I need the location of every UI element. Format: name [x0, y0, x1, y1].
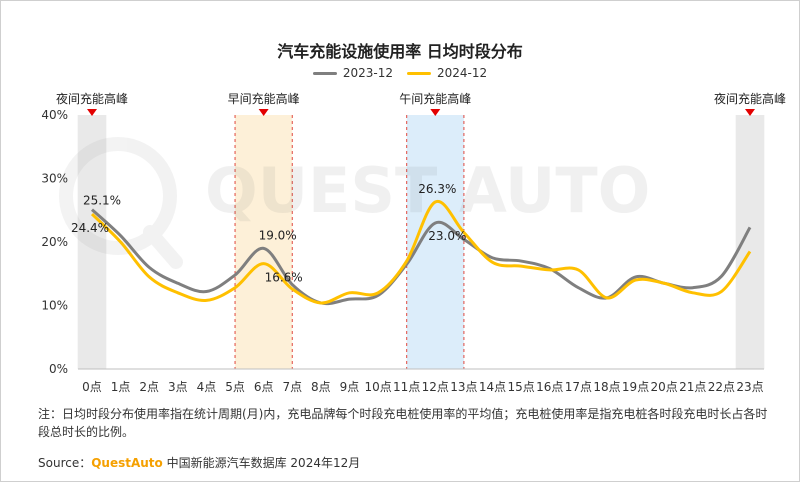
x-tick-label: 20点	[651, 380, 678, 394]
series-lines	[90, 200, 752, 306]
x-tick-label: 1点	[111, 380, 131, 394]
watermark: QUEST AUTO	[59, 137, 650, 269]
legend-label-2023: 2023-12	[342, 66, 393, 80]
x-tick-label: 19点	[622, 380, 649, 394]
x-tick-label: 12点	[422, 380, 449, 394]
data-label: 19.0%	[259, 228, 297, 242]
peak-band-label: 夜间充能高峰	[714, 91, 786, 106]
x-tick-label: 10点	[364, 380, 391, 394]
legend: 2023-12 2024-12	[0, 66, 800, 80]
data-label: 24.4%	[71, 221, 109, 235]
peak-marker-icon	[745, 109, 755, 116]
chart-title: 汽车充能设施使用率 日均时段分布	[277, 42, 523, 61]
legend-item-2024: 2024-12	[407, 66, 487, 80]
x-tick-label: 8点	[311, 380, 331, 394]
data-label: 25.1%	[83, 194, 121, 208]
peak-marker-icon	[430, 109, 441, 116]
peak-marker-icon	[258, 109, 269, 116]
legend-label-2024: 2024-12	[437, 66, 488, 80]
x-tick-label: 9点	[340, 380, 360, 394]
data-label: 23.0%	[428, 229, 466, 243]
peak-band-1	[235, 115, 293, 369]
source-brand: QuestAuto	[91, 456, 163, 470]
source-line: Source：QuestAuto 中国新能源汽车数据库 2024年12月	[38, 454, 360, 471]
legend-swatch-2023	[312, 71, 337, 75]
x-tick-label: 13点	[450, 380, 477, 394]
data-label: 26.3%	[418, 182, 456, 196]
legend-item-2023: 2023-12	[312, 66, 393, 80]
source-text: 中国新能源汽车数据库 2024年12月	[162, 456, 361, 470]
x-tick-label: 3点	[168, 380, 188, 394]
x-tick-label: 11点	[393, 380, 420, 394]
x-tick-label: 18点	[593, 380, 620, 394]
peak-band-label: 早间充能高峰	[228, 91, 300, 106]
series-line-2024-12	[90, 200, 752, 305]
peak-band-3	[735, 115, 765, 369]
series-line-2023-12	[90, 208, 752, 306]
peak-band-label: 夜间充能高峰	[56, 91, 128, 106]
x-tick-label: 4点	[197, 380, 217, 394]
y-tick-label: 0%	[49, 362, 68, 376]
data-labels: 25.1% 24.4% 19.0% 16.6% 26.3% 23.0%	[71, 182, 466, 285]
axes: 0% 10% 20% 30% 40% 0点 1点 2点 3点 4点 5点 6点 7点 8点 9点 10点 11点…	[41, 108, 764, 394]
x-tick-label: 6点	[254, 380, 274, 394]
y-tick-label: 40%	[41, 108, 68, 122]
peak-band-label: 午间充能高峰	[399, 91, 471, 106]
x-tick-label: 7点	[282, 380, 302, 394]
x-tick-label: 21点	[679, 380, 706, 394]
y-tick-label: 20%	[41, 235, 68, 249]
x-tick-label: 22点	[708, 380, 735, 394]
y-tick-label: 30%	[41, 172, 68, 186]
footnote: 注：日均时段分布使用率指在统计周期(月)内，充电品牌每个时段充电桩使用率的平均值…	[38, 407, 768, 439]
x-tick-label: 17点	[565, 380, 592, 394]
peak-marker-icon	[87, 109, 97, 116]
legend-swatch-2024	[407, 71, 431, 75]
x-tick-label: 2点	[139, 380, 159, 394]
y-tick-label: 10%	[41, 299, 68, 313]
x-tick-label: 23点	[736, 380, 763, 394]
data-label: 16.6%	[265, 271, 303, 285]
peak-band-0	[77, 115, 107, 369]
x-tick-label: 16点	[536, 380, 563, 394]
x-tick-label: 15点	[507, 380, 534, 394]
x-tick-label: 0点	[82, 380, 102, 394]
x-tick-label: 14点	[479, 380, 506, 394]
x-tick-label: 5点	[225, 380, 245, 394]
source-prefix: Source：	[38, 456, 92, 470]
